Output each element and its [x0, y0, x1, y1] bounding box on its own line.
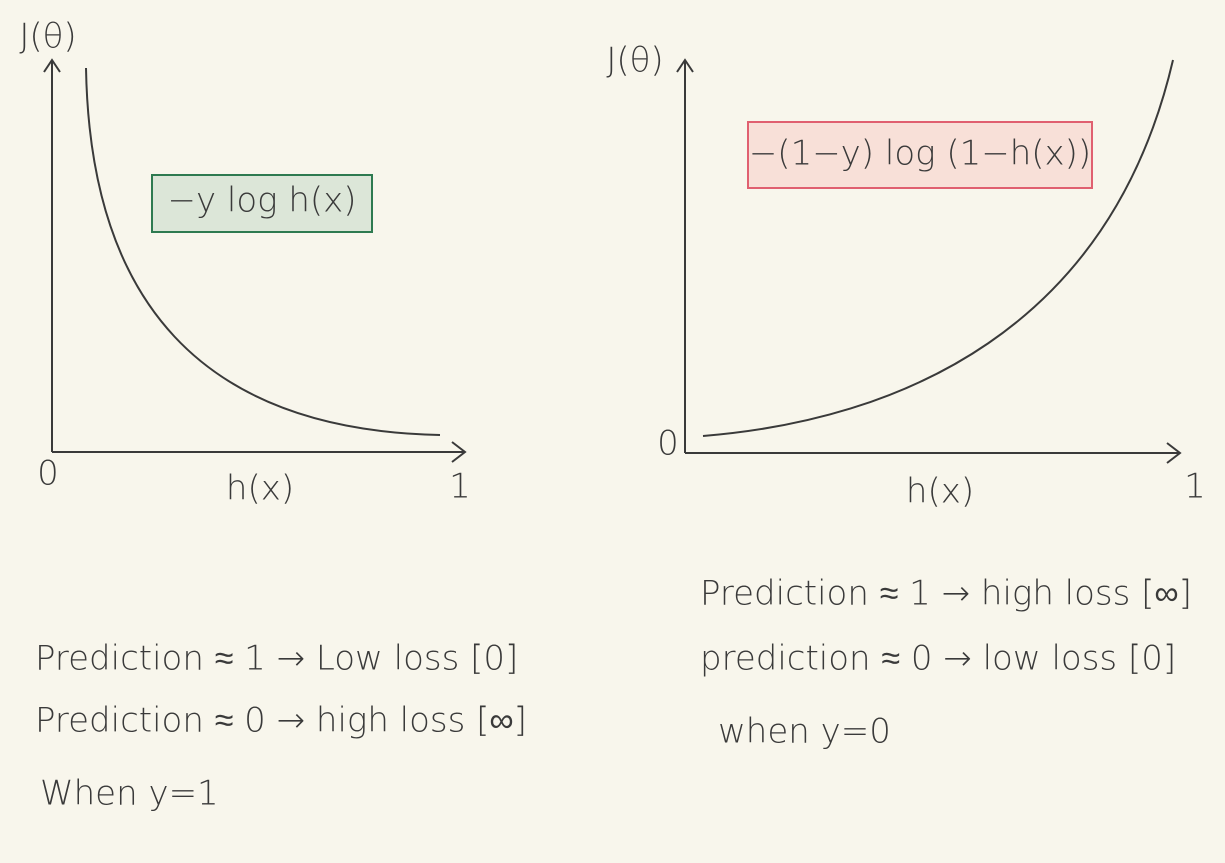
right-panel: −(1−y) log (1−h(x)) J(θ) 0 h(x) 1 Predic…	[606, 41, 1206, 752]
x-axis-label: h(x)	[906, 472, 974, 512]
note: Prediction ≈ 1 → high loss [∞]	[700, 574, 1192, 614]
formula: −y log h(x)	[167, 181, 356, 221]
formula-box	[747, 121, 1093, 189]
x-axis-label: h(x)	[226, 469, 294, 509]
x-arrow	[451, 441, 467, 463]
origin-label: 0	[657, 424, 679, 464]
formula-box	[151, 174, 373, 233]
x-arrow	[1166, 442, 1182, 464]
y-axis-label: J(θ)	[19, 17, 76, 57]
origin-label: 0	[37, 454, 59, 494]
note: Prediction ≈ 0 → high loss [∞]	[35, 701, 527, 741]
left-panel: −y log h(x) J(θ) 0 h(x) 1 Prediction ≈ 1…	[19, 17, 527, 814]
y-arrow	[43, 58, 61, 73]
note: prediction ≈ 0 → low loss [0]	[700, 639, 1176, 679]
y-axis-label: J(θ)	[606, 41, 663, 81]
note: When y=1	[40, 774, 219, 814]
loss-curve	[702, 59, 1174, 437]
note: Prediction ≈ 1 → Low loss [0]	[35, 639, 518, 679]
y-arrow	[676, 58, 694, 73]
loss-curve	[85, 67, 441, 436]
x-end-label: 1	[449, 467, 471, 507]
formula: −(1−y) log (1−h(x))	[749, 134, 1091, 174]
x-end-label: 1	[1184, 467, 1206, 507]
note: when y=0	[718, 712, 891, 752]
